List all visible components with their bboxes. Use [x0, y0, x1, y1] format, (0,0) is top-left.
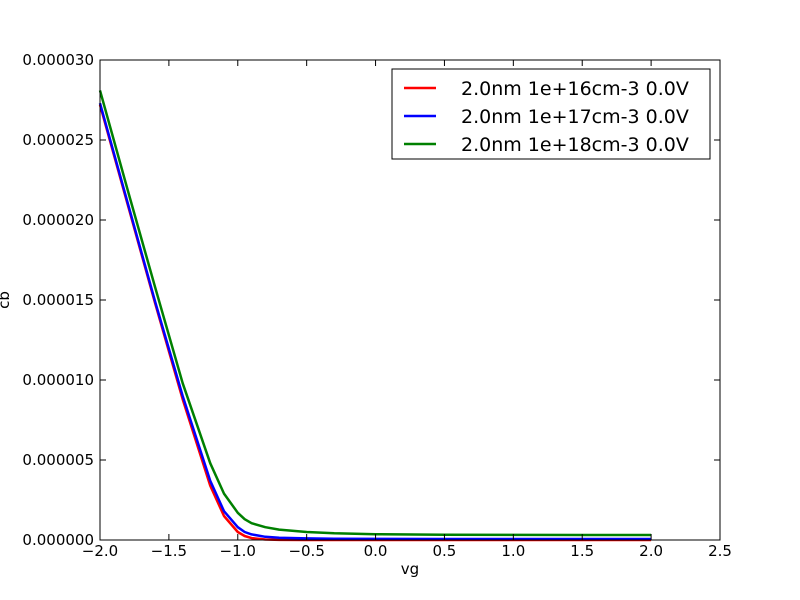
y-axis: 0.000000 0.000005 0.000010 0.000015 0.000020…: [22, 51, 720, 549]
series-line-3: [98, 90, 652, 537]
x-tick-label: −2.0: [82, 542, 118, 560]
y-tick-label: 0.000005: [22, 451, 94, 469]
y-axis-label: cb: [0, 291, 13, 309]
x-tick-label: 0.0: [364, 542, 388, 560]
x-tick-label: 2.0: [639, 542, 663, 560]
series-line-2: [98, 102, 652, 541]
series-line-1: [98, 104, 652, 542]
legend: 2.0nm 1e+16cm-3 0.0V 2.0nm 1e+17cm-3 0.0V…: [391, 68, 711, 160]
x-tick-label: 1.0: [501, 542, 525, 560]
y-tick-label: 0.000025: [22, 131, 94, 149]
x-axis-label: vg: [401, 560, 419, 578]
y-tick-label: 0.000015: [22, 291, 94, 309]
y-tick-label: 0.000030: [22, 51, 94, 69]
legend-box: [391, 68, 711, 160]
x-tick-label: −1.5: [151, 542, 187, 560]
x-tick-label: 1.5: [570, 542, 594, 560]
x-tick-label: 2.5: [708, 542, 732, 560]
y-tick-label: 0.000010: [22, 371, 94, 389]
y-tick-label: 0.000020: [22, 211, 94, 229]
legend-label: 2.0nm 1e+18cm-3 0.0V: [461, 134, 689, 156]
legend-label: 2.0nm 1e+16cm-3 0.0V: [461, 78, 689, 100]
legend-label: 2.0nm 1e+17cm-3 0.0V: [461, 106, 689, 128]
x-tick-label: −1.0: [220, 542, 256, 560]
x-tick-label: 0.5: [433, 542, 457, 560]
x-tick-label: −0.5: [288, 542, 324, 560]
x-axis: −2.0 −1.5 −1.0 −0.5 0.0 0.5 1.0 1.5 2.0 2.5: [82, 60, 732, 560]
y-tick-label: 0.000000: [22, 531, 94, 549]
